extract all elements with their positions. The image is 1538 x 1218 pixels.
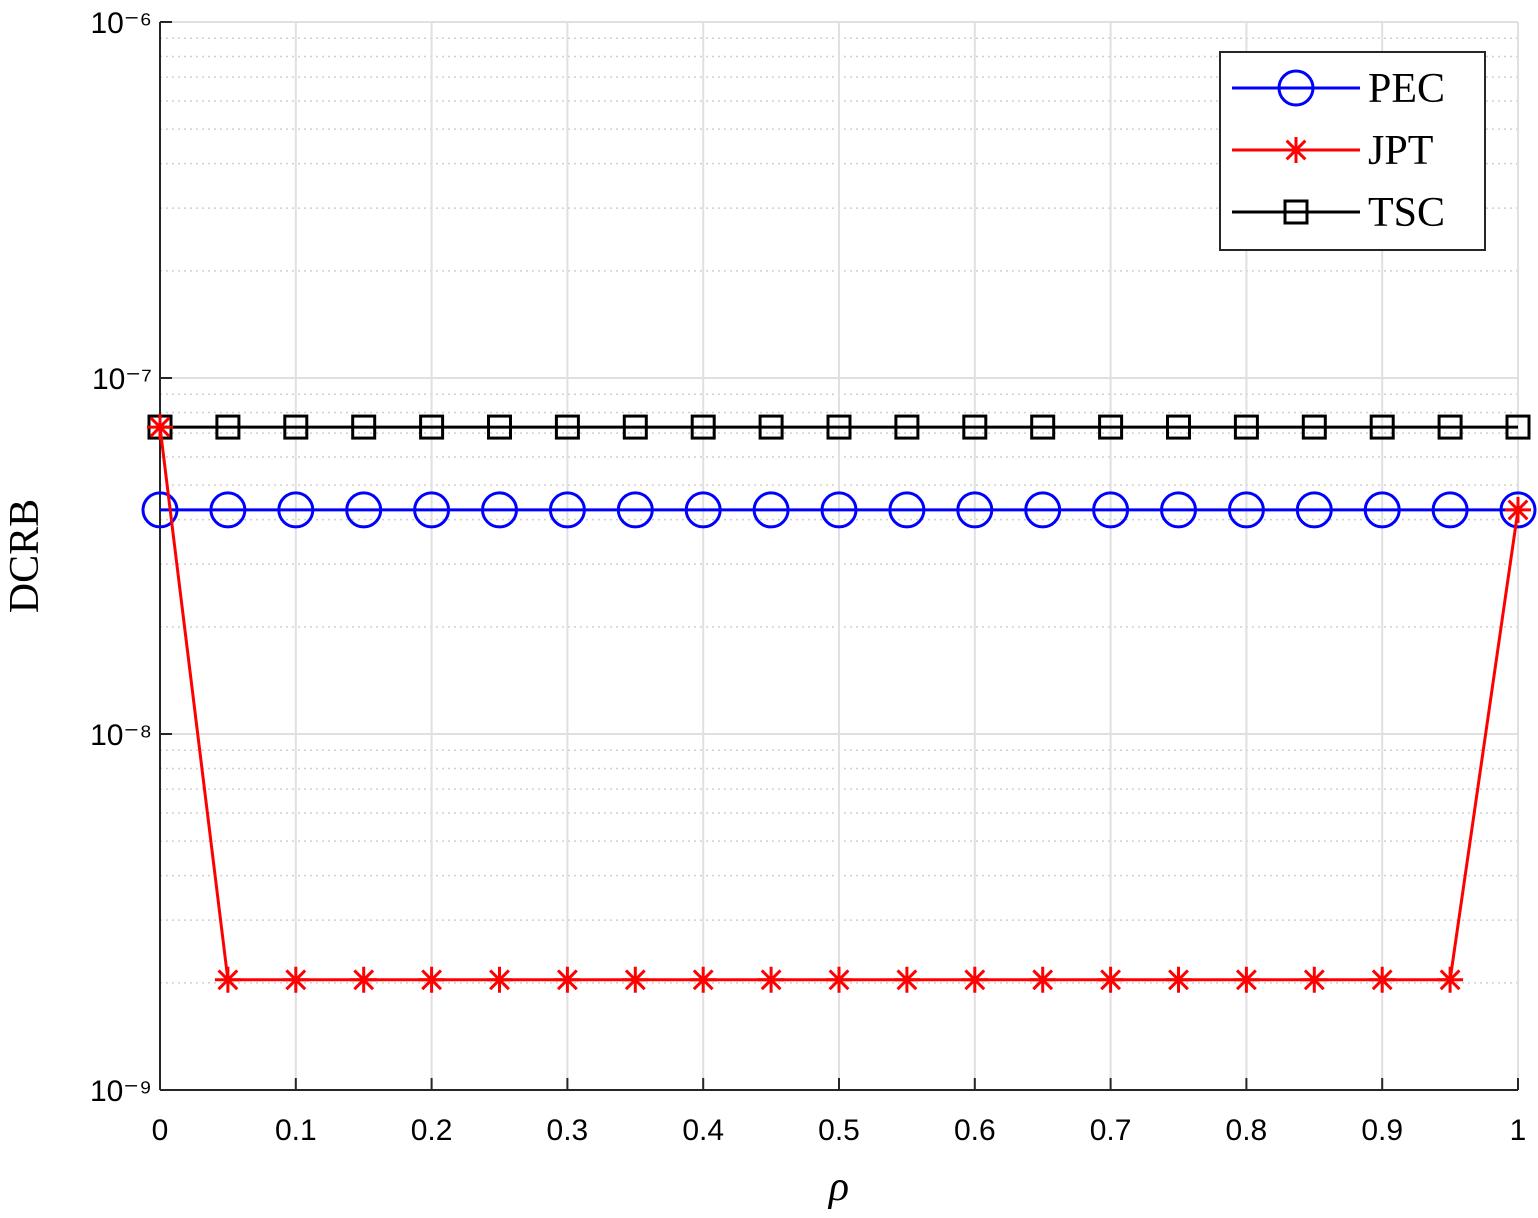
data-point [1160, 491, 1197, 529]
data-point [277, 491, 315, 529]
data-point [752, 491, 790, 529]
data-point [1097, 966, 1124, 993]
data-point [350, 966, 377, 993]
data-point [893, 966, 920, 993]
data-point [1233, 414, 1259, 440]
data-point [826, 414, 852, 440]
data-point [548, 491, 586, 529]
data-point [1437, 414, 1463, 440]
data-point [554, 414, 580, 440]
data-point [418, 966, 445, 993]
data-point [1029, 966, 1056, 993]
data-point [1505, 496, 1531, 523]
data-point [554, 966, 581, 993]
data-point [1301, 966, 1328, 993]
y-tick-label: 10⁻⁶ [90, 7, 152, 40]
data-point [1024, 491, 1062, 529]
data-point [487, 414, 512, 440]
x-tick-label: 0.2 [411, 1114, 453, 1147]
x-tick-label: 0.6 [954, 1114, 996, 1147]
data-point [1301, 414, 1327, 440]
data-point [481, 491, 518, 529]
data-point [1369, 966, 1396, 993]
data-point [1437, 966, 1464, 993]
data-point [1499, 491, 1537, 529]
data-point [215, 414, 241, 440]
x-tick-label: 0.1 [275, 1114, 317, 1147]
legend-label: PEC [1368, 66, 1445, 112]
data-point [1227, 491, 1265, 529]
data-point [1363, 491, 1401, 529]
data-point [1030, 414, 1056, 440]
legend-marker [1283, 137, 1309, 163]
data-point [684, 491, 722, 529]
data-point [1505, 414, 1531, 440]
data-point [1369, 414, 1395, 440]
x-tick-label: 0.4 [682, 1114, 724, 1147]
x-tick-label: 0.8 [1226, 1114, 1268, 1147]
data-point [894, 414, 920, 440]
data-point [1098, 414, 1124, 440]
data-point [616, 491, 654, 529]
x-axis-label: ρ [827, 1164, 849, 1210]
legend-label: JPT [1368, 128, 1433, 174]
data-point [282, 966, 309, 993]
x-tick-label: 1 [1510, 1114, 1527, 1147]
data-point [758, 414, 784, 440]
data-point [1431, 491, 1469, 529]
data-point [351, 414, 377, 440]
data-point [758, 966, 785, 993]
y-axis-label: DCRB [2, 499, 48, 613]
data-point [419, 414, 445, 440]
data-point [283, 414, 309, 440]
data-point [486, 966, 513, 993]
data-point [826, 966, 852, 993]
data-point [690, 414, 716, 440]
data-point [141, 491, 179, 529]
x-tick-label: 0 [152, 1114, 169, 1147]
data-point [345, 491, 383, 529]
data-point [1166, 414, 1191, 440]
data-point [622, 414, 648, 440]
data-point [209, 491, 247, 529]
data-point [1295, 491, 1333, 529]
y-tick-label: 10⁻⁸ [90, 719, 152, 752]
data-point [820, 491, 858, 529]
legend-marker [1277, 69, 1315, 107]
data-point [1165, 966, 1192, 993]
x-tick-label: 0.3 [547, 1114, 589, 1147]
data-point [214, 966, 241, 993]
data-point [888, 491, 926, 529]
legend-label: TSC [1368, 190, 1445, 236]
x-tick-label: 0.9 [1361, 1114, 1403, 1147]
x-tick-label: 0.5 [818, 1114, 860, 1147]
data-point [413, 491, 451, 529]
data-point [962, 414, 988, 440]
data-point [961, 966, 988, 993]
data-point [1233, 966, 1260, 993]
data-point [622, 966, 649, 993]
data-point [1092, 491, 1130, 529]
y-tick-label: 10⁻⁹ [90, 1075, 152, 1108]
data-point [956, 491, 994, 529]
data-point [147, 414, 173, 441]
legend-marker [1283, 199, 1309, 225]
y-tick-label: 10⁻⁷ [92, 363, 152, 396]
x-tick-label: 0.7 [1090, 1114, 1132, 1147]
data-point [690, 966, 717, 993]
